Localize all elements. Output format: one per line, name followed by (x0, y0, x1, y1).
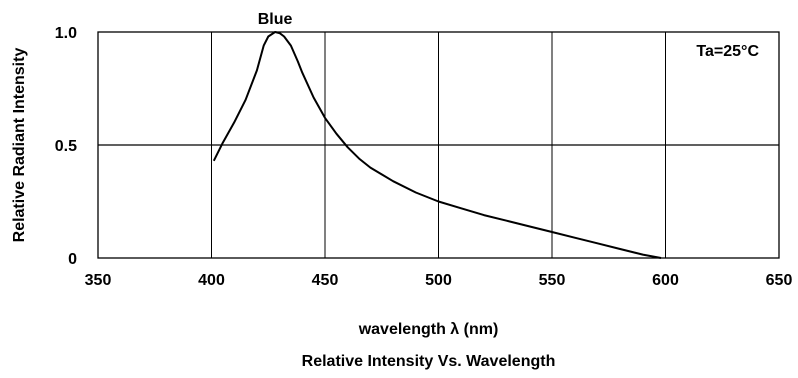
x-tick-label: 650 (766, 272, 793, 289)
x-tick-label: 450 (312, 272, 339, 289)
series-line-blue (212, 31, 662, 259)
x-tick-label: 500 (425, 272, 452, 289)
y-tick-label: 0 (68, 251, 77, 268)
x-axis-label: wavelength λ (nm) (358, 321, 499, 338)
x-tick-label: 400 (198, 272, 225, 289)
y-axis-label: Relative Radiant Intensity (11, 48, 28, 243)
series-label-blue: Blue (258, 11, 293, 28)
x-tick-label: 550 (539, 272, 566, 289)
grid (98, 32, 779, 258)
chart-title: Relative Intensity Vs. Wavelength (302, 353, 556, 370)
plot-frame (97, 31, 780, 259)
x-tick-label: 350 (85, 272, 112, 289)
y-tick-label: 1.0 (55, 25, 77, 42)
series-layer (212, 31, 662, 259)
y-tick-label: 0.5 (55, 138, 77, 155)
x-tick-label: 600 (652, 272, 679, 289)
temperature-annotation: Ta=25°C (696, 43, 759, 60)
tick-labels: 350 400 450 500 550 600 650 0 0.5 1.0 (55, 25, 793, 289)
